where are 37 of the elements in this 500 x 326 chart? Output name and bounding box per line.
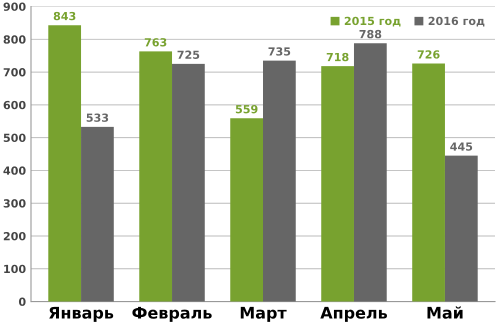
data-label: 788 (360, 30, 382, 38)
y-tick-label: 900 (4, 2, 26, 11)
y-tick-label: 700 (4, 68, 26, 76)
bar (48, 25, 82, 302)
y-tick-label: 800 (4, 35, 26, 44)
data-label: 718 (326, 52, 349, 62)
data-label: 843 (54, 12, 76, 20)
bar (139, 51, 172, 302)
data-label: 533 (86, 113, 108, 122)
y-tick-label: 600 (4, 100, 26, 110)
data-label: 559 (236, 104, 258, 114)
y-tick-label: 200 (4, 232, 26, 240)
y-tick-label: 0 (18, 298, 26, 306)
y-tick-label: 300 (4, 199, 26, 208)
bar (263, 60, 296, 302)
x-tick-label: Январь (49, 306, 114, 322)
data-label: 725 (178, 50, 200, 59)
data-label: 763 (144, 38, 166, 46)
data-label: 735 (268, 47, 290, 56)
x-tick-label: Февраль (132, 306, 212, 322)
bar (230, 118, 263, 302)
legend-label: 2016 год (428, 16, 484, 26)
bar (321, 66, 354, 302)
bar (354, 43, 387, 302)
y-tick-label: 100 (4, 264, 26, 274)
data-label: 726 (418, 50, 440, 59)
bar (81, 126, 114, 302)
x-tick-label: Апрель (320, 306, 388, 322)
legend-label: 2015 год (344, 16, 401, 26)
bar (444, 156, 478, 302)
y-tick-label: 500 (4, 134, 26, 142)
y-tick-label: 400 (3, 166, 26, 175)
bar (172, 64, 205, 302)
bar (412, 64, 445, 302)
x-tick-label: Март (240, 306, 287, 322)
x-tick-label: Май (427, 306, 463, 319)
data-label: 445 (450, 142, 472, 151)
